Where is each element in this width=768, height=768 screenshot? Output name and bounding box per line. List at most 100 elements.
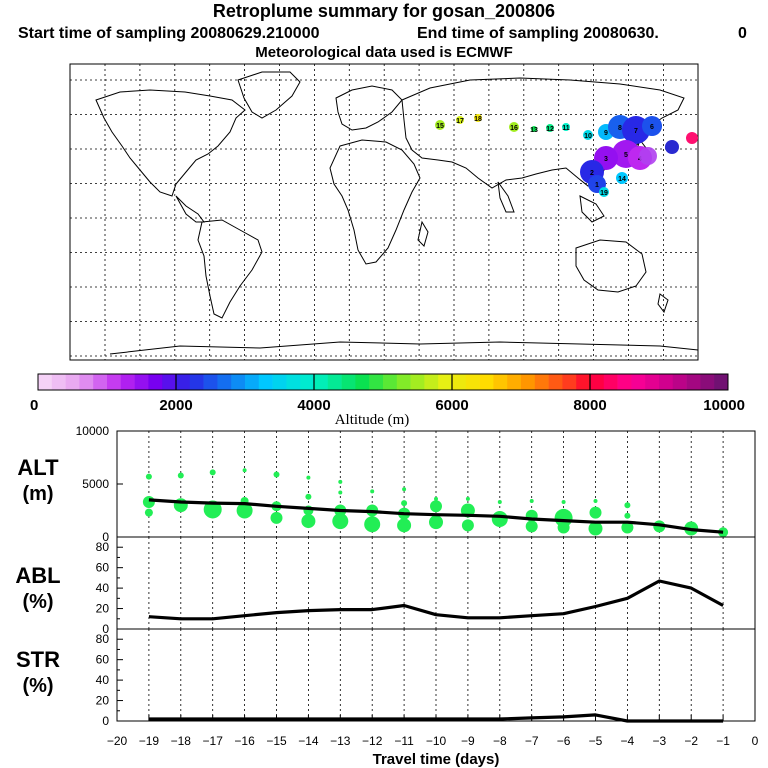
altitude-bubble (434, 496, 438, 501)
x-axis: Travel time (days) −20 −19 −18 −17 −16 −15 −14… (107, 715, 759, 768)
x-tick-label: −15 (266, 734, 287, 748)
altitude-bubble (306, 475, 311, 480)
altitude-bubble (145, 473, 152, 480)
colorbar-cell (93, 374, 108, 390)
coastlines (95, 71, 699, 355)
colorbar-cell (479, 374, 494, 390)
altitude-bubble (461, 519, 474, 532)
plume-marker (456, 116, 464, 124)
colorbar-cell (548, 374, 563, 390)
x-tick-label: −14 (298, 734, 319, 748)
plume-day-label: 11 (562, 125, 570, 132)
x-tick-label: −20 (107, 734, 128, 748)
plume-marker (583, 130, 593, 140)
altitude-bubble (301, 514, 316, 529)
colorbar-tick-label: 4000 (297, 397, 330, 414)
figure-title: Retroplume summary for gosan_200806 (212, 1, 556, 21)
altitude-bubble (236, 502, 253, 519)
plume-day-label: 2 (590, 170, 594, 177)
x-tick-label: −13 (330, 734, 351, 748)
x-tick-label: −17 (203, 734, 224, 748)
x-tick-label: −11 (394, 734, 414, 748)
panel-unit: (m) (22, 483, 53, 505)
start-time: Start time of sampling 20080629.210000 (18, 25, 320, 42)
plume-marker (642, 116, 662, 136)
plume-day-label: 8 (618, 125, 622, 132)
x-tick-label: −9 (461, 734, 475, 748)
colorbar-cell (107, 374, 122, 390)
y-tick-label: 0 (102, 530, 109, 544)
plume-day-label: 15 (436, 123, 444, 130)
x-tick-label: −5 (589, 734, 603, 748)
plume-day-label: 16 (510, 125, 518, 132)
colorbar-cell (631, 374, 646, 390)
colorbar-cell (465, 374, 480, 390)
y-tick-label: 0 (102, 714, 109, 728)
panel-unit: (%) (22, 591, 53, 613)
panel-label: STR (16, 647, 60, 672)
panel-abl: 80 60 40 20 0 ABL (%) (15, 536, 756, 636)
y-tick-label: 5000 (82, 477, 109, 491)
colorbar-cell (438, 374, 453, 390)
y-tick-label: 0 (102, 622, 109, 636)
plume-marker (546, 124, 554, 132)
colorbar-cell (314, 374, 329, 390)
colorbar-tick-label: 6000 (435, 397, 468, 414)
altitude-bubble (273, 471, 280, 478)
plume-marker (562, 123, 570, 131)
x-tick-label: −16 (234, 734, 255, 748)
altitude-bubble (624, 502, 631, 509)
colorbar-tick-label: 10000 (703, 397, 745, 414)
series-line-alt (148, 498, 724, 534)
altitude-bubble (338, 479, 343, 484)
colorbar-cell (659, 374, 674, 390)
end-time: End time of sampling 20080630. (417, 25, 659, 42)
altitude-bubble (529, 498, 534, 503)
altitude-bubble (624, 512, 631, 519)
y-tick-label: 60 (96, 653, 110, 667)
colorbar-cell (424, 374, 439, 390)
x-tick-label: −3 (652, 734, 666, 748)
colorbar-cell (562, 374, 577, 390)
colorbar-cell (286, 374, 301, 390)
x-tick-label: −10 (426, 734, 447, 748)
y-tick-label: 40 (96, 673, 110, 687)
colorbar-cell (134, 374, 149, 390)
altitude-bubble (203, 500, 222, 519)
colorbar-frame (37, 373, 729, 391)
colorbar-cell (355, 374, 370, 390)
plume-day-label: 10 (584, 133, 592, 140)
colorbar-cell (410, 374, 425, 390)
plume-marker (665, 140, 679, 154)
plume-day-label: 6 (650, 124, 654, 131)
colorbar-cell (507, 374, 522, 390)
colorbar-cell (590, 374, 605, 390)
colorbar-cell (672, 374, 687, 390)
x-tick-label: −6 (557, 734, 571, 748)
y-tick-label: 20 (96, 602, 110, 616)
panel-unit: (%) (22, 675, 53, 697)
plume-marker (509, 122, 519, 132)
colorbar-cell (383, 374, 398, 390)
colorbar-cell (327, 374, 342, 390)
altitude-bubble (402, 487, 407, 492)
altitude-bubble (177, 472, 184, 479)
colorbar-cell (79, 374, 94, 390)
plume-day-label: 9 (604, 130, 608, 137)
plume-day-label: 13 (530, 127, 538, 134)
colorbar-label: Altitude (m) (335, 412, 410, 428)
colorbar-cells (38, 374, 729, 390)
y-tick-label: 40 (96, 581, 110, 595)
colorbar-ticks: 0 2000 4000 6000 8000 10000 (30, 374, 745, 414)
plume-marker (531, 126, 537, 132)
x-tick-label: −12 (362, 734, 383, 748)
altitude-bubble (557, 521, 570, 534)
y-tick-label: 20 (96, 694, 110, 708)
altitude-bubble (621, 521, 634, 534)
colorbar-cell (189, 374, 204, 390)
colorbar-cell (576, 374, 591, 390)
altitude-bubble (465, 496, 470, 501)
colorbar: 0 2000 4000 6000 8000 10000 Altitude (m) (30, 373, 745, 428)
colorbar-cell (217, 374, 232, 390)
